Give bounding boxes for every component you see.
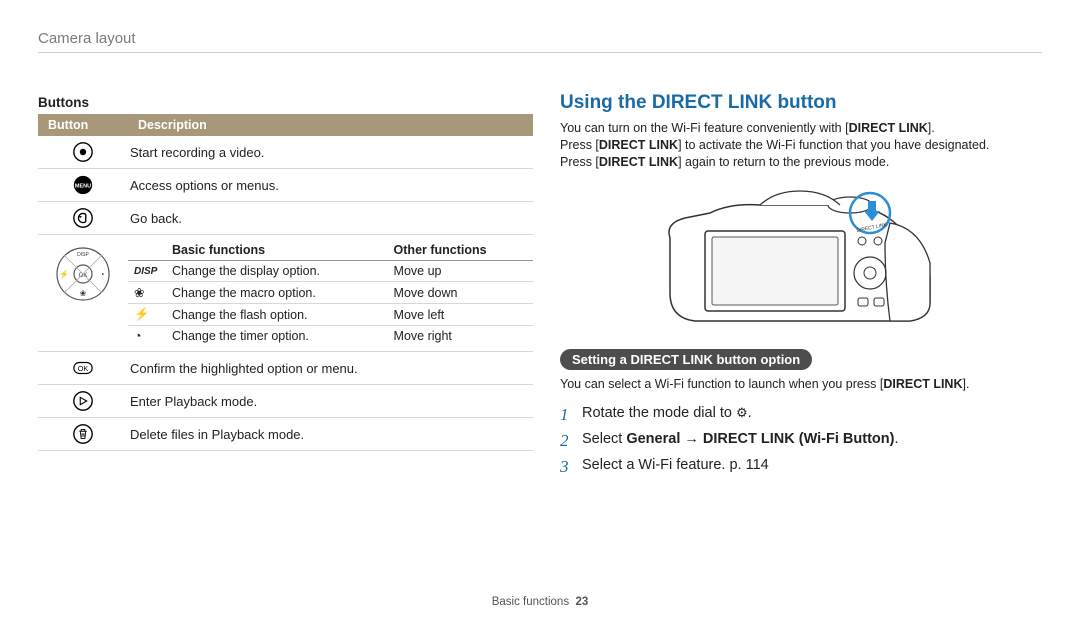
- text-bold: DIRECT LINK: [883, 377, 962, 391]
- cell: Change the macro option.: [166, 282, 388, 304]
- table-row: OK DISP ❀ ⚡ ◔ Basic functions Other func…: [38, 235, 533, 352]
- dpad-icon: OK DISP ❀ ⚡ ◔: [38, 240, 128, 304]
- svg-text:DISP: DISP: [77, 252, 89, 258]
- table-row: Start recording a video.: [38, 136, 533, 169]
- row-desc: Start recording a video.: [128, 145, 533, 160]
- macro-icon: ❀: [128, 282, 166, 304]
- cell: Move down: [388, 282, 533, 304]
- section-heading: Using the DIRECT LINK button: [560, 92, 1040, 114]
- svg-text:MENU: MENU: [75, 183, 91, 189]
- svg-text:OK: OK: [78, 364, 89, 373]
- text: Press [: [560, 138, 599, 152]
- button-table-header: Button Description: [38, 114, 533, 136]
- cell: Change the flash option.: [166, 304, 388, 326]
- text-bold: DIRECT LINK: [599, 155, 678, 169]
- back-icon: [38, 207, 128, 229]
- th-button: Button: [38, 114, 128, 136]
- left-column: Buttons Button Description Start recordi…: [38, 95, 533, 451]
- step-number: 1: [560, 405, 582, 425]
- th-basic: Basic functions: [166, 240, 388, 261]
- th-other: Other functions: [388, 240, 533, 261]
- dpad-subtable: Basic functions Other functions DISP Cha…: [128, 240, 533, 346]
- row-desc: Go back.: [128, 211, 533, 226]
- step-text: Select: [582, 431, 626, 447]
- text-bold: DIRECT LINK: [849, 121, 928, 135]
- flash-icon: ⚡: [128, 304, 166, 326]
- page-footer: Basic functions 23: [0, 596, 1080, 608]
- table-row: OK Confirm the highlighted option or men…: [38, 352, 533, 385]
- table-row: Go back.: [38, 202, 533, 235]
- table-row: Enter Playback mode.: [38, 385, 533, 418]
- text: You can select a Wi-Fi function to launc…: [560, 377, 883, 391]
- step-text: Select a Wi-Fi feature. p. 114: [582, 457, 769, 477]
- cell: Change the timer option.: [166, 326, 388, 347]
- text: ].: [928, 121, 935, 135]
- row-desc: Delete files in Playback mode.: [128, 427, 533, 442]
- gear-icon: ⚙: [736, 405, 748, 420]
- steps-list: 1 Rotate the mode dial to ⚙. 2 Select Ge…: [560, 405, 1040, 477]
- subsection-pill: Setting a DIRECT LINK button option: [560, 349, 812, 370]
- breadcrumb: Camera layout: [38, 30, 136, 47]
- delete-icon: [38, 423, 128, 445]
- footer-page: 23: [575, 596, 588, 608]
- row-desc: Access options or menus.: [128, 178, 533, 193]
- svg-text:◔: ◔: [100, 270, 105, 279]
- row-desc: Enter Playback mode.: [128, 394, 533, 409]
- step-text: .: [894, 431, 898, 447]
- menu-icon: MENU: [38, 174, 128, 196]
- step-text-bold: General → DIRECT LINK (Wi-Fi Button): [626, 431, 894, 447]
- row-desc: Confirm the highlighted option or menu.: [128, 361, 533, 376]
- right-column: Using the DIRECT LINK button You can tur…: [560, 92, 1040, 483]
- top-rule: [38, 52, 1042, 53]
- footer-section: Basic functions: [492, 596, 569, 608]
- text: ] to activate the Wi-Fi function that yo…: [678, 138, 989, 152]
- section-title: Buttons: [38, 95, 533, 110]
- svg-text:⚡: ⚡: [59, 269, 69, 279]
- record-icon: [38, 141, 128, 163]
- camera-illustration: DIRECT LINK: [560, 183, 1040, 333]
- ok-icon: OK: [38, 357, 128, 379]
- cell: Move right: [388, 326, 533, 347]
- text: You can turn on the Wi-Fi feature conven…: [560, 121, 849, 135]
- step-number: 2: [560, 431, 582, 451]
- text: ] again to return to the previous mode.: [678, 155, 889, 169]
- cell: Change the display option.: [166, 261, 388, 282]
- step-number: 3: [560, 457, 582, 477]
- text-bold: DIRECT LINK: [599, 138, 678, 152]
- step-text: Rotate the mode dial to: [582, 405, 736, 421]
- paragraph: You can turn on the Wi-Fi feature conven…: [560, 120, 1040, 171]
- text: Press [: [560, 155, 599, 169]
- text: ].: [963, 377, 970, 391]
- playback-icon: [38, 390, 128, 412]
- button-rows: Start recording a video. MENU Access opt…: [38, 136, 533, 451]
- table-row: MENU Access options or menus.: [38, 169, 533, 202]
- step: 2 Select General → DIRECT LINK (Wi-Fi Bu…: [560, 431, 1040, 451]
- th-description: Description: [128, 114, 533, 136]
- paragraph: You can select a Wi-Fi function to launc…: [560, 376, 1040, 393]
- timer-icon: ◔: [128, 326, 166, 347]
- table-row: Delete files in Playback mode.: [38, 418, 533, 451]
- cell: Move up: [388, 261, 533, 282]
- disp-icon: DISP: [128, 261, 166, 282]
- step: 1 Rotate the mode dial to ⚙.: [560, 405, 1040, 425]
- step: 3 Select a Wi-Fi feature. p. 114: [560, 457, 1040, 477]
- cell: Move left: [388, 304, 533, 326]
- svg-text:❀: ❀: [80, 289, 87, 298]
